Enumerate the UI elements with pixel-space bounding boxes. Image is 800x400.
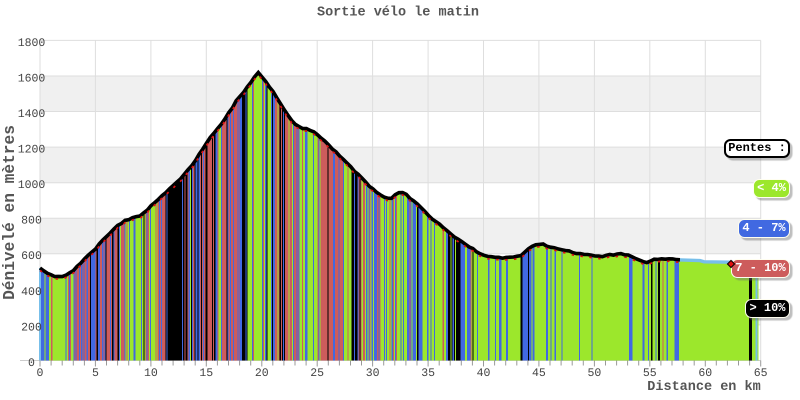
svg-text:25: 25 (310, 367, 324, 380)
svg-text:0: 0 (37, 367, 44, 380)
svg-text:600: 600 (21, 250, 42, 263)
svg-text:10: 10 (144, 367, 158, 380)
svg-text:200: 200 (21, 321, 42, 334)
svg-text:1000: 1000 (18, 179, 46, 192)
svg-text:1400: 1400 (18, 108, 46, 121)
svg-text:Sortie vélo le matin: Sortie vélo le matin (317, 6, 479, 21)
svg-text:50: 50 (587, 367, 601, 380)
svg-text:0: 0 (28, 357, 35, 370)
svg-text:Dénivelé en mètres: Dénivelé en mètres (1, 125, 19, 300)
svg-text:1600: 1600 (18, 72, 46, 85)
svg-text:60: 60 (698, 367, 712, 380)
svg-text:40: 40 (477, 367, 491, 380)
svg-text:5: 5 (92, 367, 99, 380)
svg-text:35: 35 (421, 367, 435, 380)
svg-text:55: 55 (643, 367, 657, 380)
svg-text:30: 30 (366, 367, 380, 380)
svg-text:Distance en km: Distance en km (647, 380, 760, 395)
svg-text:400: 400 (21, 286, 42, 299)
svg-text:1800: 1800 (18, 37, 46, 50)
svg-text:800: 800 (21, 215, 42, 228)
svg-text:20: 20 (255, 367, 269, 380)
svg-text:65: 65 (754, 367, 768, 380)
svg-text:15: 15 (199, 367, 213, 380)
svg-text:1200: 1200 (18, 144, 46, 157)
svg-text:45: 45 (532, 367, 546, 380)
